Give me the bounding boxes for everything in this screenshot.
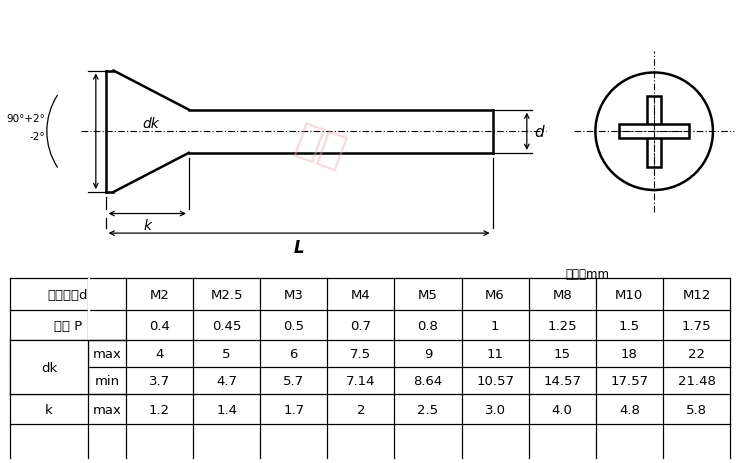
Text: 10.57: 10.57 xyxy=(476,375,514,388)
Text: M8: M8 xyxy=(552,288,572,301)
Text: 21.48: 21.48 xyxy=(677,375,716,388)
Text: 14.57: 14.57 xyxy=(543,375,581,388)
Text: 8.64: 8.64 xyxy=(413,375,442,388)
Text: min: min xyxy=(94,375,119,388)
Text: 3.7: 3.7 xyxy=(149,375,170,388)
Text: 2: 2 xyxy=(357,403,365,416)
Text: 5.7: 5.7 xyxy=(284,375,304,388)
Text: 1.4: 1.4 xyxy=(216,403,237,416)
Text: 0.45: 0.45 xyxy=(212,319,242,332)
Text: 华人: 华人 xyxy=(290,119,352,175)
Text: 螺纹规格d: 螺纹规格d xyxy=(48,288,88,301)
Text: 1.25: 1.25 xyxy=(548,319,577,332)
Text: 单位：mm: 单位：mm xyxy=(565,268,609,281)
Text: 1.5: 1.5 xyxy=(619,319,640,332)
Text: 1.7: 1.7 xyxy=(284,403,304,416)
Text: 0.5: 0.5 xyxy=(284,319,304,332)
Text: 4.7: 4.7 xyxy=(216,375,237,388)
Text: M2: M2 xyxy=(149,288,170,301)
Text: 11: 11 xyxy=(487,348,503,361)
Text: M12: M12 xyxy=(682,288,711,301)
Text: 3.0: 3.0 xyxy=(484,403,506,416)
Text: 1: 1 xyxy=(490,319,500,332)
Text: M2.5: M2.5 xyxy=(211,288,243,301)
Text: 18: 18 xyxy=(621,348,638,361)
Text: dk: dk xyxy=(40,361,57,374)
Text: d: d xyxy=(535,125,544,139)
Text: 22: 22 xyxy=(688,348,705,361)
Text: max: max xyxy=(92,348,122,361)
Text: 1.2: 1.2 xyxy=(149,403,170,416)
Text: 7.14: 7.14 xyxy=(346,375,376,388)
Text: L: L xyxy=(294,238,304,257)
Text: 0.8: 0.8 xyxy=(418,319,439,332)
Text: 9: 9 xyxy=(424,348,432,361)
Text: 螺距 P: 螺距 P xyxy=(54,319,82,332)
Text: M3: M3 xyxy=(284,288,304,301)
Text: 6: 6 xyxy=(290,348,298,361)
Text: M5: M5 xyxy=(418,288,438,301)
Text: 4: 4 xyxy=(155,348,164,361)
Text: dk: dk xyxy=(142,117,160,131)
Text: 1.75: 1.75 xyxy=(682,319,711,332)
Text: 0.7: 0.7 xyxy=(350,319,371,332)
Text: 0.4: 0.4 xyxy=(149,319,170,332)
Text: max: max xyxy=(92,403,122,416)
Text: M6: M6 xyxy=(485,288,505,301)
Bar xyxy=(647,97,661,167)
Text: M10: M10 xyxy=(615,288,644,301)
Text: 4.0: 4.0 xyxy=(552,403,573,416)
Text: -2°: -2° xyxy=(29,132,45,142)
Text: 4.8: 4.8 xyxy=(619,403,640,416)
Text: 7.5: 7.5 xyxy=(350,348,371,361)
Text: k: k xyxy=(143,219,152,233)
Text: k: k xyxy=(45,403,53,416)
Text: 5.8: 5.8 xyxy=(686,403,707,416)
Text: 90°+2°: 90°+2° xyxy=(6,113,45,123)
Text: 2.5: 2.5 xyxy=(418,403,439,416)
Text: M4: M4 xyxy=(351,288,370,301)
Text: 15: 15 xyxy=(554,348,571,361)
Text: 5: 5 xyxy=(223,348,231,361)
Text: 17.57: 17.57 xyxy=(610,375,649,388)
Bar xyxy=(619,125,689,139)
